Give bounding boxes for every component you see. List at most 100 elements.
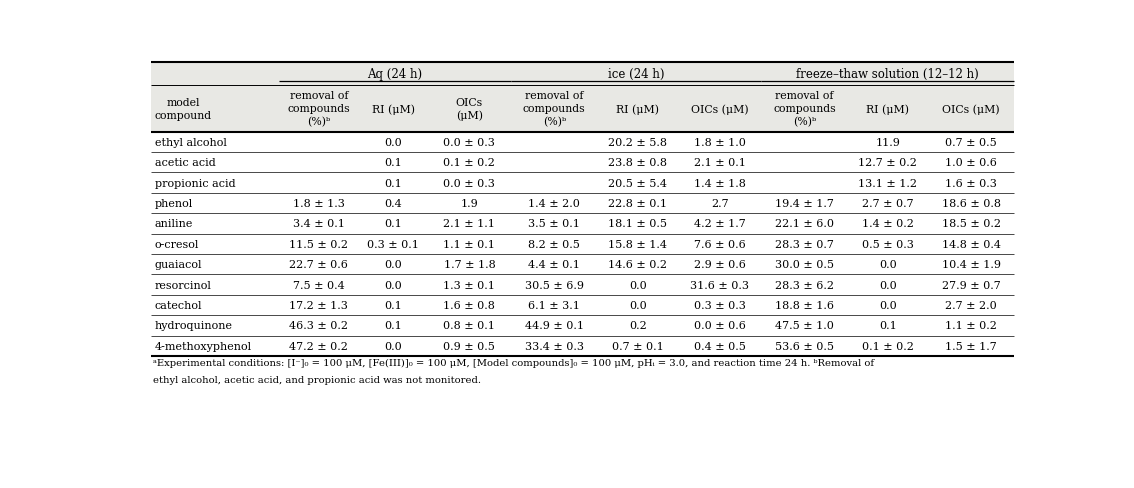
Text: Aq (24 h): Aq (24 h) — [367, 68, 422, 81]
Text: 1.6 ± 0.3: 1.6 ± 0.3 — [946, 178, 997, 188]
Text: 0.0: 0.0 — [628, 280, 646, 290]
Text: 17.2 ± 1.3: 17.2 ± 1.3 — [289, 301, 348, 310]
Text: 1.9: 1.9 — [460, 199, 479, 208]
Text: 2.1 ± 1.1: 2.1 ± 1.1 — [443, 219, 496, 229]
Text: 0.5 ± 0.3: 0.5 ± 0.3 — [862, 239, 914, 249]
Text: 13.1 ± 1.2: 13.1 ± 1.2 — [858, 178, 917, 188]
Text: 22.8 ± 0.1: 22.8 ± 0.1 — [608, 199, 667, 208]
Text: 8.2 ± 0.5: 8.2 ± 0.5 — [528, 239, 581, 249]
Text: ice (24 h): ice (24 h) — [608, 68, 665, 81]
Text: 1.0 ± 0.6: 1.0 ± 0.6 — [946, 158, 997, 168]
Text: 18.1 ± 0.5: 18.1 ± 0.5 — [608, 219, 667, 229]
Text: aniline: aniline — [155, 219, 193, 229]
Text: 2.7 ± 0.7: 2.7 ± 0.7 — [862, 199, 914, 208]
Text: 1.8 ± 1.0: 1.8 ± 1.0 — [694, 138, 745, 147]
Text: 0.7 ± 0.5: 0.7 ± 0.5 — [946, 138, 997, 147]
Text: 0.1: 0.1 — [384, 321, 403, 331]
Text: 1.1 ± 0.1: 1.1 ± 0.1 — [443, 239, 496, 249]
Text: 46.3 ± 0.2: 46.3 ± 0.2 — [289, 321, 348, 331]
Text: 0.1: 0.1 — [384, 178, 403, 188]
Text: removal of
compounds
(%)ᵇ: removal of compounds (%)ᵇ — [523, 91, 585, 127]
Text: 19.4 ± 1.7: 19.4 ± 1.7 — [775, 199, 833, 208]
Text: 20.5 ± 5.4: 20.5 ± 5.4 — [608, 178, 667, 188]
Text: 23.8 ± 0.8: 23.8 ± 0.8 — [608, 158, 667, 168]
Text: 0.1: 0.1 — [384, 219, 403, 229]
Text: 0.0 ± 0.3: 0.0 ± 0.3 — [443, 178, 496, 188]
Text: 31.6 ± 0.3: 31.6 ± 0.3 — [691, 280, 750, 290]
Text: phenol: phenol — [155, 199, 193, 208]
Text: 0.0: 0.0 — [879, 260, 897, 270]
Text: resorcinol: resorcinol — [155, 280, 212, 290]
Text: 12.7 ± 0.2: 12.7 ± 0.2 — [858, 158, 917, 168]
Text: OICs
(μM): OICs (μM) — [456, 98, 483, 121]
Text: 0.0: 0.0 — [628, 301, 646, 310]
Text: 0.0: 0.0 — [879, 280, 897, 290]
Text: 14.8 ± 0.4: 14.8 ± 0.4 — [941, 239, 1000, 249]
Text: 0.0: 0.0 — [384, 280, 403, 290]
Text: removal of
compounds
(%)ᵇ: removal of compounds (%)ᵇ — [288, 91, 350, 127]
Text: 1.3 ± 0.1: 1.3 ± 0.1 — [443, 280, 496, 290]
Text: 1.1 ± 0.2: 1.1 ± 0.2 — [946, 321, 997, 331]
Text: OICs (μM): OICs (μM) — [942, 104, 1000, 115]
Text: 30.0 ± 0.5: 30.0 ± 0.5 — [775, 260, 833, 270]
Text: 18.8 ± 1.6: 18.8 ± 1.6 — [775, 301, 833, 310]
Text: 7.5 ± 0.4: 7.5 ± 0.4 — [293, 280, 345, 290]
Text: 28.3 ± 6.2: 28.3 ± 6.2 — [775, 280, 833, 290]
Bar — [151, 62, 1015, 132]
Text: 0.1: 0.1 — [879, 321, 897, 331]
Text: 0.1: 0.1 — [384, 158, 403, 168]
Text: 11.9: 11.9 — [875, 138, 900, 147]
Text: 0.4: 0.4 — [384, 199, 403, 208]
Text: 2.9 ± 0.6: 2.9 ± 0.6 — [694, 260, 745, 270]
Text: RI (μM): RI (μM) — [866, 104, 909, 115]
Text: RI (μM): RI (μM) — [372, 104, 415, 115]
Text: 1.5 ± 1.7: 1.5 ± 1.7 — [946, 341, 997, 351]
Text: 53.6 ± 0.5: 53.6 ± 0.5 — [775, 341, 833, 351]
Text: 14.6 ± 0.2: 14.6 ± 0.2 — [608, 260, 667, 270]
Text: 0.3 ± 0.3: 0.3 ± 0.3 — [694, 301, 745, 310]
Text: 22.7 ± 0.6: 22.7 ± 0.6 — [289, 260, 348, 270]
Text: 11.5 ± 0.2: 11.5 ± 0.2 — [289, 239, 348, 249]
Text: 47.5 ± 1.0: 47.5 ± 1.0 — [775, 321, 833, 331]
Text: 1.7 ± 1.8: 1.7 ± 1.8 — [443, 260, 496, 270]
Text: 18.6 ± 0.8: 18.6 ± 0.8 — [941, 199, 1000, 208]
Text: 0.4 ± 0.5: 0.4 ± 0.5 — [694, 341, 745, 351]
Text: 33.4 ± 0.3: 33.4 ± 0.3 — [525, 341, 584, 351]
Text: 6.1 ± 3.1: 6.1 ± 3.1 — [528, 301, 581, 310]
Text: 22.1 ± 6.0: 22.1 ± 6.0 — [775, 219, 833, 229]
Text: ethyl alcohol, acetic acid, and propionic acid was not monitored.: ethyl alcohol, acetic acid, and propioni… — [153, 376, 481, 385]
Text: 10.4 ± 1.9: 10.4 ± 1.9 — [941, 260, 1000, 270]
Text: 28.3 ± 0.7: 28.3 ± 0.7 — [775, 239, 833, 249]
Text: OICs (μM): OICs (μM) — [691, 104, 748, 115]
Text: 0.0: 0.0 — [384, 260, 403, 270]
Text: 0.8 ± 0.1: 0.8 ± 0.1 — [443, 321, 496, 331]
Text: 0.7 ± 0.1: 0.7 ± 0.1 — [611, 341, 663, 351]
Text: 0.0 ± 0.6: 0.0 ± 0.6 — [694, 321, 745, 331]
Text: 0.3 ± 0.1: 0.3 ± 0.1 — [367, 239, 420, 249]
Text: 15.8 ± 1.4: 15.8 ± 1.4 — [608, 239, 667, 249]
Text: ᵃExperimental conditions: [I⁻]₀ = 100 μM, [Fe(III)]₀ = 100 μM, [Model compounds]: ᵃExperimental conditions: [I⁻]₀ = 100 μM… — [153, 359, 873, 368]
Text: 18.5 ± 0.2: 18.5 ± 0.2 — [941, 219, 1000, 229]
Text: 2.7: 2.7 — [711, 199, 728, 208]
Text: 1.8 ± 1.3: 1.8 ± 1.3 — [293, 199, 345, 208]
Text: 27.9 ± 0.7: 27.9 ± 0.7 — [942, 280, 1000, 290]
Text: model
compound: model compound — [155, 98, 212, 121]
Text: freeze–thaw solution (12–12 h): freeze–thaw solution (12–12 h) — [796, 68, 980, 81]
Text: 1.4 ± 1.8: 1.4 ± 1.8 — [694, 178, 745, 188]
Text: 20.2 ± 5.8: 20.2 ± 5.8 — [608, 138, 667, 147]
Text: hydroquinone: hydroquinone — [155, 321, 232, 331]
Text: catechol: catechol — [155, 301, 203, 310]
Text: 4.4 ± 0.1: 4.4 ± 0.1 — [528, 260, 581, 270]
Text: 0.0: 0.0 — [384, 138, 403, 147]
Text: 1.4 ± 0.2: 1.4 ± 0.2 — [862, 219, 914, 229]
Text: 0.0 ± 0.3: 0.0 ± 0.3 — [443, 138, 496, 147]
Text: 2.1 ± 0.1: 2.1 ± 0.1 — [694, 158, 745, 168]
Text: guaiacol: guaiacol — [155, 260, 203, 270]
Text: ethyl alcohol: ethyl alcohol — [155, 138, 227, 147]
Text: 2.7 ± 2.0: 2.7 ± 2.0 — [946, 301, 997, 310]
Text: o-cresol: o-cresol — [155, 239, 200, 249]
Text: 1.4 ± 2.0: 1.4 ± 2.0 — [528, 199, 581, 208]
Text: 0.1 ± 0.2: 0.1 ± 0.2 — [862, 341, 914, 351]
Text: 3.5 ± 0.1: 3.5 ± 0.1 — [528, 219, 581, 229]
Text: 30.5 ± 6.9: 30.5 ± 6.9 — [525, 280, 584, 290]
